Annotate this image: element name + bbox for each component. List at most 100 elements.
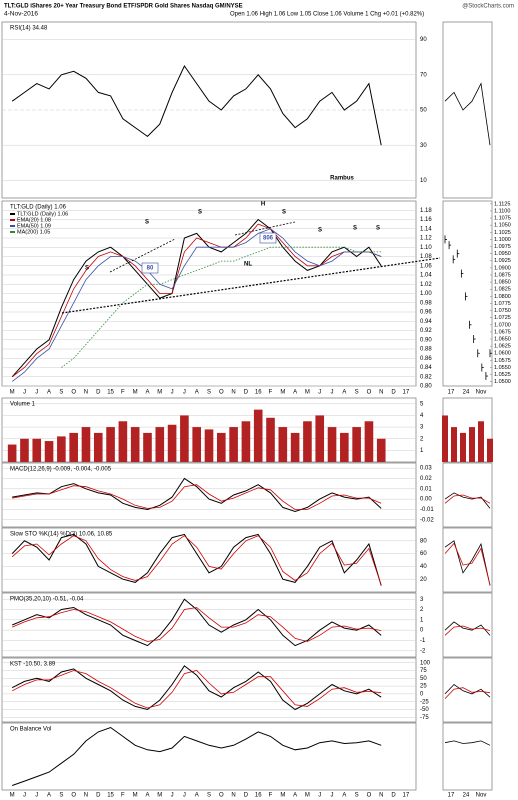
volume-bar: [106, 427, 115, 462]
label-box: [141, 262, 159, 274]
panel-frame: [1, 657, 417, 723]
x-tick-label: O: [367, 793, 372, 799]
x-tick-label: O: [71, 390, 76, 396]
x-tick-label: M: [10, 793, 15, 799]
trendline: [109, 238, 176, 273]
zoom-bar: [478, 421, 484, 462]
annotation: NL: [244, 262, 252, 268]
y-tick-label: 1.16: [420, 217, 432, 223]
series-line: [12, 484, 382, 510]
x-tick-label: D: [96, 793, 101, 799]
x-tick-label: M: [305, 793, 310, 799]
y-tick-label: 0.98: [420, 300, 432, 306]
zoom-y-tick-label: 1.0775: [494, 301, 511, 307]
x-tick-label: N: [379, 793, 383, 799]
volume-bar: [118, 421, 128, 462]
y-tick-label: 50: [420, 676, 427, 682]
y-tick-label: 1.14: [420, 226, 432, 232]
x-tick-label: D: [391, 793, 396, 799]
y-tick-label: 40: [420, 564, 427, 570]
x-tick-label: J: [318, 390, 321, 396]
zoom-bar: [442, 415, 448, 462]
zoom-y-tick-label: 1.0825: [494, 287, 511, 293]
zoom-y-tick-label: 1.0975: [494, 244, 511, 250]
y-tick-label: -25: [420, 699, 429, 705]
y-tick-label: 0.94: [420, 319, 432, 325]
y-tick-label: 0.00: [420, 497, 432, 503]
x-tick-label: M: [157, 390, 162, 396]
x-tick-label: J: [318, 793, 321, 799]
zoom-y-tick-label: 1.0675: [494, 329, 511, 335]
zoom-x-tick-label: Nov: [476, 390, 487, 396]
series-line: [11, 218, 382, 378]
annotation: 80: [147, 266, 154, 272]
zoom-y-tick-label: 1.0725: [494, 315, 511, 321]
x-tick-label: S: [207, 390, 211, 396]
x-tick-label: 17: [403, 793, 410, 799]
volume-bar: [81, 427, 91, 462]
zoom-y-tick-label: 1.0900: [494, 265, 511, 271]
x-tick-label: N: [231, 390, 235, 396]
zoom-line: [444, 625, 491, 636]
y-tick-label: 1.10: [420, 245, 432, 251]
y-tick-label: 100: [420, 660, 431, 666]
x-tick-label: F: [269, 793, 273, 799]
zoom-y-tick-label: 1.1125: [494, 201, 510, 207]
y-tick-label: 1: [420, 448, 424, 454]
panel-title: On Balance Vol: [10, 727, 51, 733]
x-tick-label: J: [23, 390, 26, 396]
series-line: [12, 670, 382, 709]
y-tick-label: 3: [420, 597, 424, 603]
x-tick-label: M: [280, 390, 285, 396]
x-tick-label: O: [219, 390, 224, 396]
x-tick-label: A: [145, 390, 149, 396]
legend-entry: MA(200) 1.05: [17, 229, 50, 235]
x-tick-label: F: [269, 390, 273, 396]
x-tick-label: N: [84, 390, 88, 396]
x-tick-label: 15: [107, 793, 114, 799]
volume-bar: [278, 427, 288, 462]
zoom-y-tick-label: 1.1075: [494, 216, 511, 222]
volume-bar: [155, 427, 165, 462]
y-tick-label: 50: [420, 108, 427, 114]
series-line: [11, 65, 382, 146]
volume-bar: [57, 436, 66, 462]
x-tick-label: J: [183, 793, 186, 799]
panel-title: KST -10.50, 3.89: [10, 662, 56, 668]
legend-entry: EMA(20) 1.08: [17, 217, 51, 223]
annotation: Rambus: [330, 176, 354, 182]
neckline: [61, 257, 441, 314]
zoom-y-tick-label: 1.0925: [494, 258, 511, 264]
x-tick-label: J: [171, 793, 174, 799]
y-tick-label: -0.02: [420, 517, 434, 523]
zoom-bar: [460, 432, 466, 462]
panel-title: Volume 1: [10, 402, 36, 408]
volume-bar: [266, 417, 275, 462]
series-line: [12, 726, 382, 786]
x-tick-label: N: [379, 390, 383, 396]
x-tick-label: A: [293, 390, 297, 396]
x-tick-label: J: [35, 390, 38, 396]
panel-title: RSI(14) 34.48: [10, 26, 48, 32]
volume-bar: [93, 432, 103, 462]
series-line: [12, 607, 382, 642]
zoom-y-tick-label: 1.0700: [494, 322, 511, 328]
legend-entry: TLT:GLD (Daily) 1.06: [17, 211, 68, 217]
x-tick-label: S: [59, 793, 63, 799]
volume-bar: [340, 432, 349, 462]
zoom-line: [444, 683, 491, 698]
x-tick-label: A: [195, 793, 199, 799]
y-tick-label: 5: [420, 401, 424, 407]
y-tick-label: 0.02: [420, 476, 432, 482]
legend-entry: EMA(50) 1.09: [17, 223, 51, 229]
zoom-y-tick-label: 1.1100: [494, 208, 510, 214]
series-line: [11, 228, 382, 382]
y-tick-label: 0: [420, 691, 424, 697]
x-tick-label: N: [84, 793, 88, 799]
series-line: [61, 246, 382, 368]
header-date: 4-Nov-2016: [4, 11, 38, 18]
series-line: [12, 598, 382, 647]
x-tick-label: M: [305, 390, 310, 396]
zoom-frame: [442, 397, 493, 463]
label-box: [259, 232, 277, 244]
